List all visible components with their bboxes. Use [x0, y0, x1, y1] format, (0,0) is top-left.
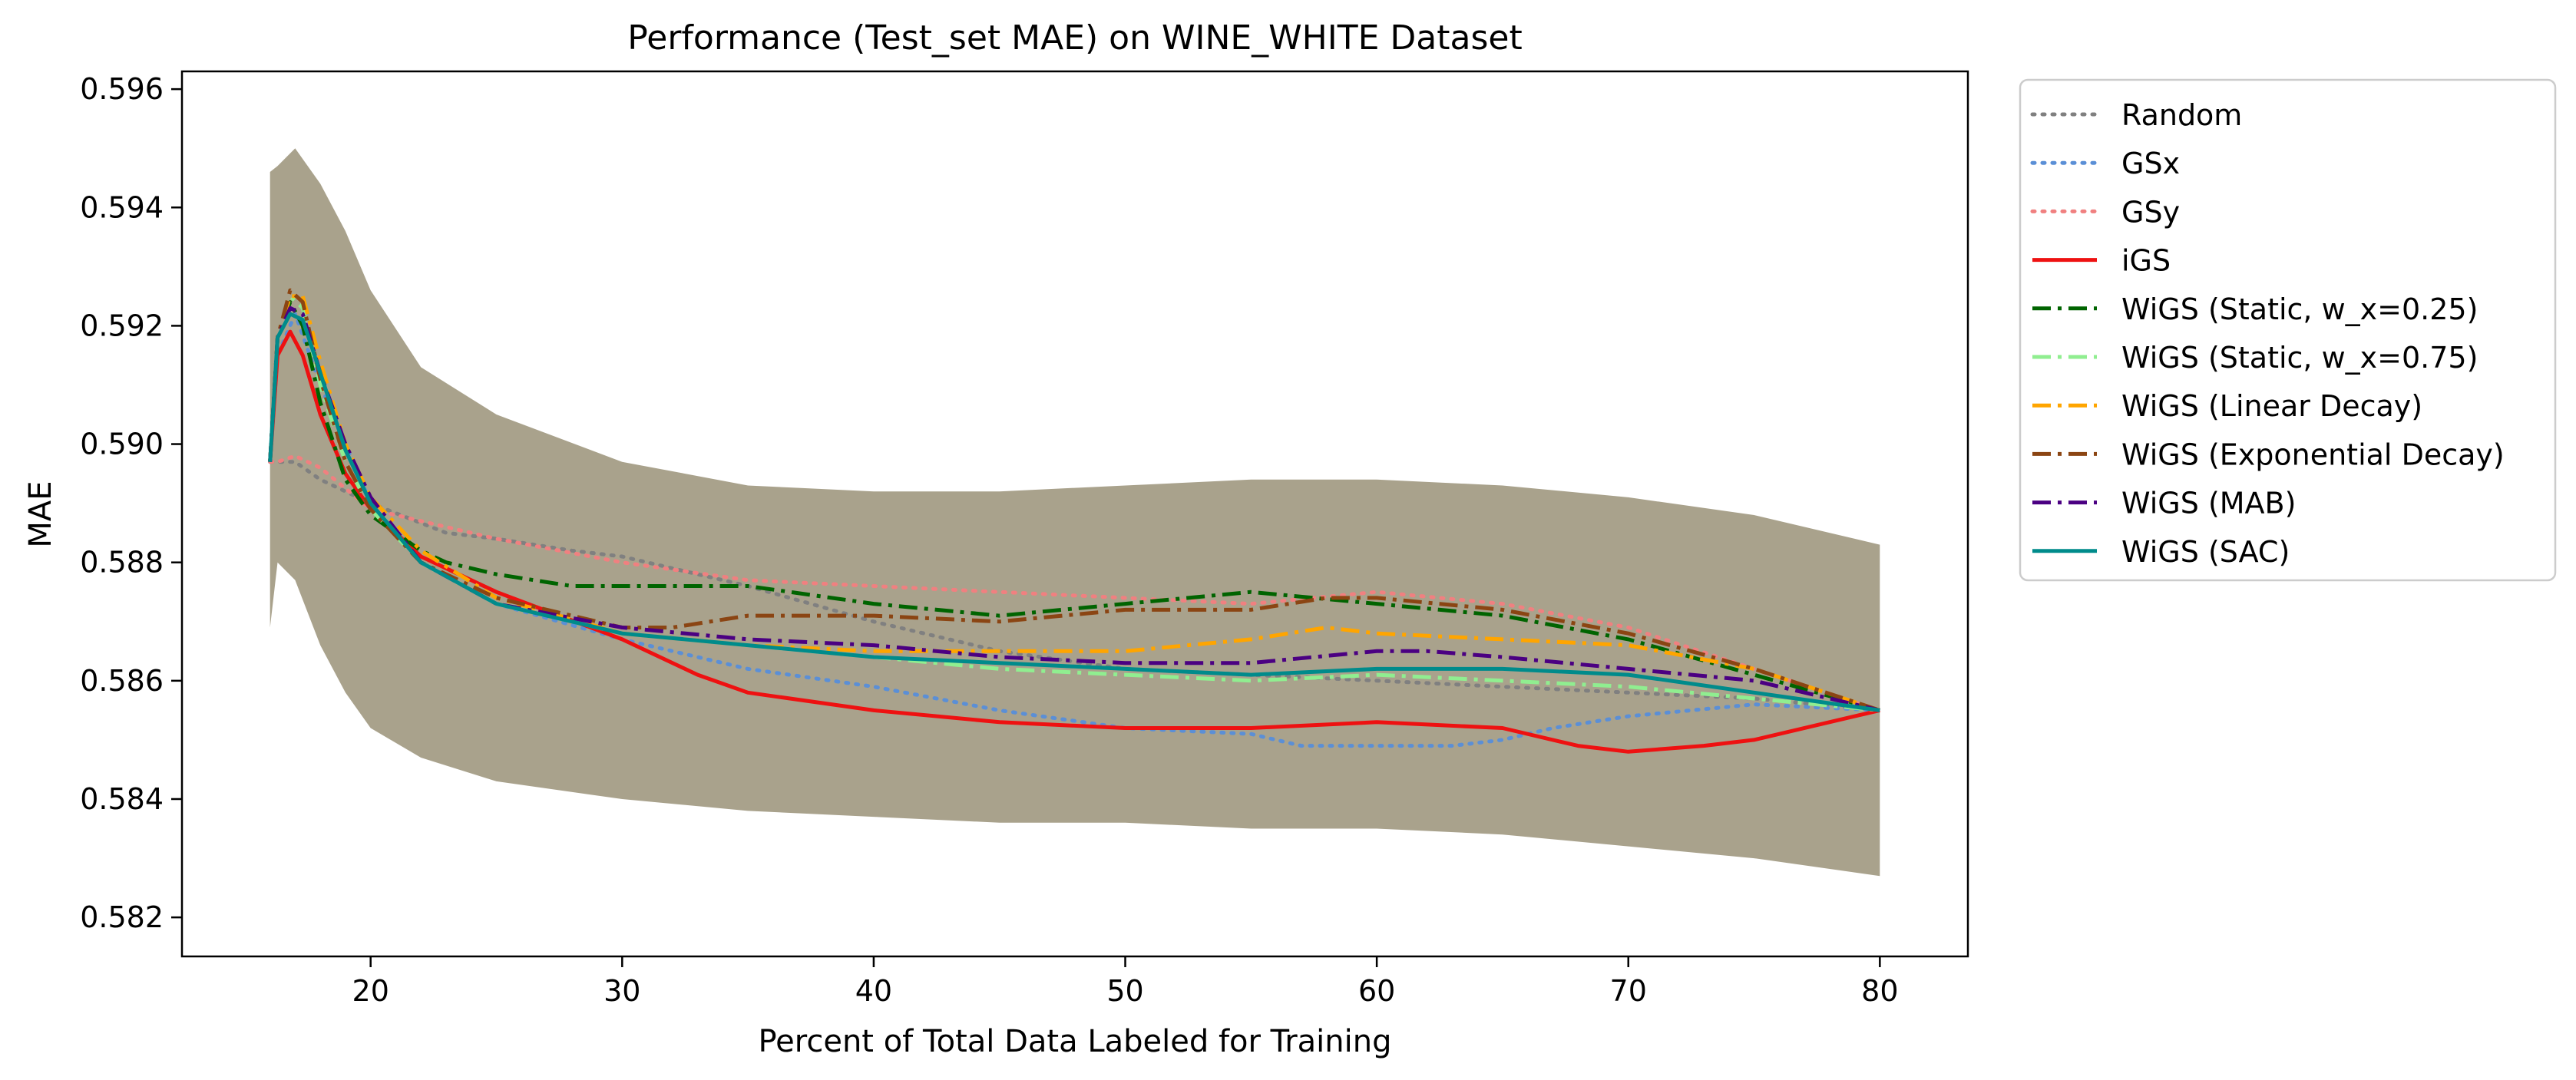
legend-label-3: iGS — [2121, 244, 2171, 278]
legend-label-0: Random — [2121, 98, 2242, 132]
confidence-band — [270, 148, 1880, 877]
series-line-3 — [268, 329, 1880, 754]
legend-label-5: WiGS (Static, w_x=0.75) — [2121, 341, 2478, 375]
x-tick-label: 60 — [1358, 974, 1395, 1008]
legend-label-2: GSy — [2121, 195, 2180, 229]
y-tick-label: 0.590 — [80, 428, 164, 461]
series-line-4 — [268, 300, 1880, 712]
y-tick-label: 0.582 — [80, 900, 164, 934]
legend-label-1: GSx — [2121, 147, 2180, 180]
y-axis-label: MAE — [23, 481, 58, 547]
y-tick-label: 0.588 — [80, 546, 164, 580]
series-line-6 — [268, 294, 1881, 712]
x-axis-label: Percent of Total Data Labeled for Traini… — [758, 1024, 1391, 1059]
legend-label-7: WiGS (Exponential Decay) — [2121, 438, 2505, 471]
x-tick-label: 70 — [1610, 974, 1647, 1008]
series-line-9 — [268, 312, 1880, 712]
legend-label-9: WiGS (SAC) — [2121, 535, 2290, 569]
y-tick-label: 0.592 — [80, 309, 164, 342]
x-tick-label: 50 — [1106, 974, 1143, 1008]
legend-label-6: WiGS (Linear Decay) — [2121, 389, 2422, 423]
y-tick-label: 0.596 — [80, 72, 164, 106]
y-tick-label: 0.594 — [80, 190, 164, 224]
y-axis: 0.582 0.584 0.586 0.588 0.590 0.592 0.594 0.596 — [80, 72, 182, 934]
y-tick-label: 0.586 — [80, 664, 164, 698]
legend-frame — [2019, 78, 2557, 582]
x-tick-label: 30 — [603, 974, 640, 1008]
series-line-2 — [268, 454, 1882, 712]
confidence-band-layer — [270, 148, 1880, 877]
x-tick-label: 20 — [352, 974, 389, 1008]
series-layer — [268, 288, 1882, 754]
y-tick-label: 0.584 — [80, 782, 164, 816]
chart-title: Performance (Test_set MAE) on WINE_WHITE… — [627, 18, 1522, 58]
x-tick-label: 40 — [855, 974, 892, 1008]
x-axis: 20 30 40 50 60 70 80 — [352, 956, 1899, 1008]
legend: Random GSx GSy iGS WiGS (Static, w_x=0.25) Wi… — [2019, 78, 2557, 582]
plot-frame — [180, 70, 1969, 958]
legend-label-4: WiGS (Static, w_x=0.25) — [2121, 292, 2478, 326]
legend-label-8: WiGS (MAB) — [2121, 487, 2296, 520]
x-tick-label: 80 — [1861, 974, 1898, 1008]
